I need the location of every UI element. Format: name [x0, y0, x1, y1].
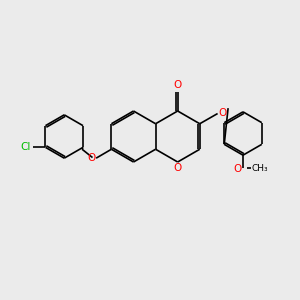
Text: O: O — [218, 108, 227, 118]
Text: O: O — [173, 80, 182, 90]
Text: Cl: Cl — [21, 142, 31, 152]
Text: O: O — [233, 164, 242, 173]
Text: O: O — [87, 153, 95, 163]
Text: CH₃: CH₃ — [251, 164, 268, 173]
Text: O: O — [173, 164, 182, 173]
